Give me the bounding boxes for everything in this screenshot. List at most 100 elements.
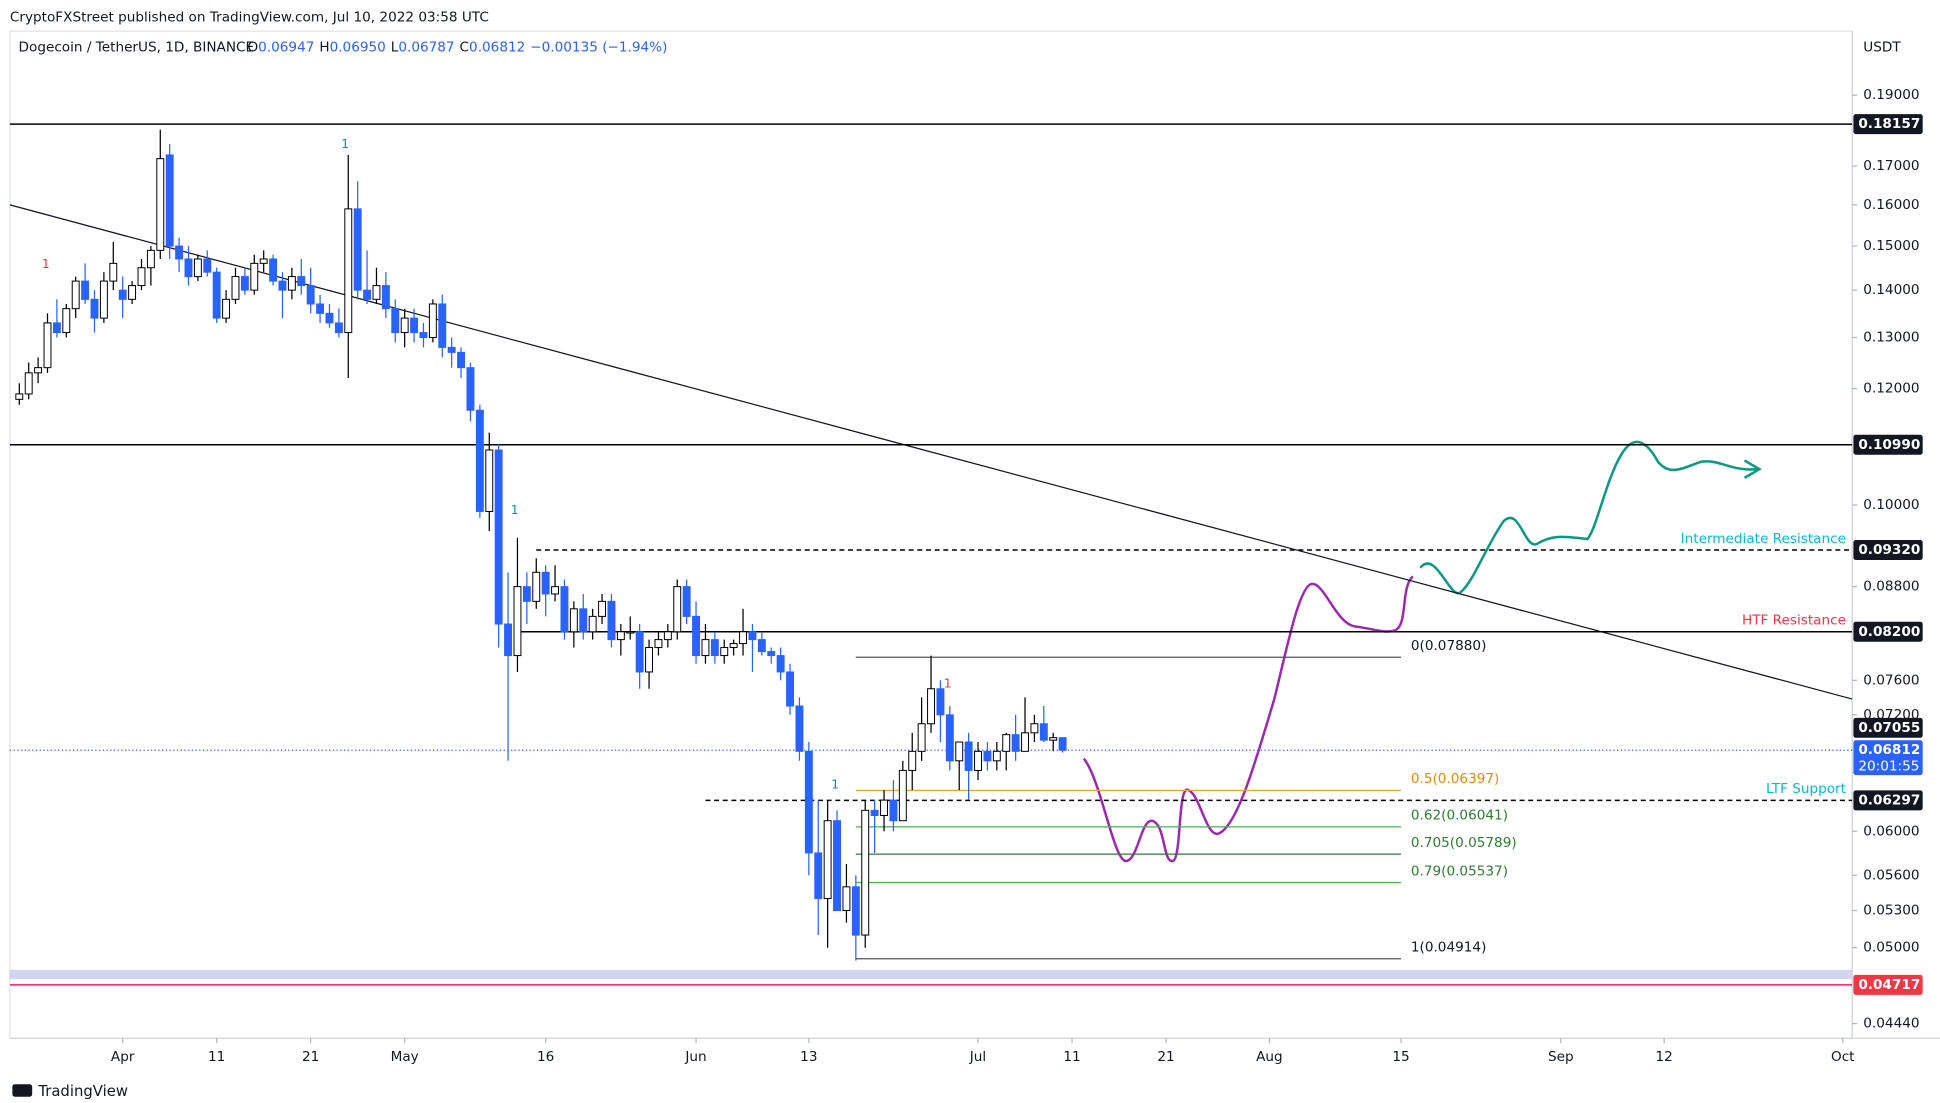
- candle-body: [607, 600, 616, 641]
- candle-body: [786, 671, 794, 707]
- x-tick-label: 13: [800, 1049, 817, 1065]
- y-tick-label: 0.17000: [1863, 158, 1919, 174]
- candle-body: [297, 276, 306, 287]
- candle-body: [447, 346, 456, 353]
- y-tick-label: 0.05000: [1863, 940, 1919, 956]
- x-tick-label: 21: [302, 1049, 319, 1065]
- candle-body: [757, 639, 766, 653]
- legend-value: 0.06947: [258, 39, 314, 55]
- candle-body: [109, 262, 118, 282]
- candle-body: [269, 258, 278, 282]
- candle-body: [118, 289, 127, 300]
- y-tick-label: 0.06000: [1863, 823, 1919, 839]
- fib-label: 0.79(0.05537): [1411, 863, 1508, 879]
- x-tick-label: 11: [208, 1049, 225, 1065]
- candle-body: [90, 298, 99, 319]
- candle-body: [203, 258, 212, 273]
- candle-body: [24, 372, 33, 395]
- x-tick-label: Sep: [1548, 1049, 1574, 1065]
- candle-body: [833, 820, 841, 911]
- candle-body: [804, 750, 813, 854]
- x-tick-label: May: [391, 1049, 419, 1065]
- price-badge-label: 0.18157: [1858, 116, 1920, 132]
- candle-body: [569, 608, 578, 633]
- candle-body: [560, 586, 569, 633]
- price-badge: [1853, 621, 1923, 642]
- candle-body: [654, 639, 663, 649]
- level-text: HTF Resistance: [1742, 613, 1846, 629]
- candle-body: [1011, 734, 1020, 752]
- fib-label: 0(0.07880): [1411, 638, 1487, 654]
- price-badge: [1853, 434, 1923, 455]
- candle-body: [616, 631, 625, 641]
- x-tick-label: Aug: [1256, 1049, 1283, 1065]
- candle-body: [287, 276, 296, 291]
- y-tick-label: 0.05300: [1863, 902, 1919, 918]
- candle-body: [814, 852, 823, 900]
- price-badge: [1853, 974, 1923, 995]
- legend-label: H: [319, 39, 329, 55]
- candle-body: [485, 449, 494, 512]
- candle-body: [1049, 737, 1058, 741]
- footer: TradingView: [37, 1082, 128, 1100]
- price-badge-label: 0.10990: [1858, 437, 1920, 453]
- candle-body: [908, 750, 917, 771]
- candle-body: [43, 322, 52, 369]
- price-badge-label: 0.04717: [1858, 977, 1920, 993]
- footer-logo: TradingView: [12, 1082, 128, 1100]
- candle-body: [504, 623, 513, 657]
- fib-label: 0.5(0.06397): [1411, 771, 1499, 787]
- symbol: Dogecoin / TetherUS, 1D, BINANCE: [19, 39, 255, 55]
- candle-body: [748, 631, 757, 641]
- candle-body: [795, 705, 804, 752]
- x-tick-label: 12: [1656, 1049, 1673, 1065]
- candle-body: [231, 276, 240, 300]
- candle-body: [250, 262, 259, 291]
- current-price-badge-label: 0.06812: [1858, 742, 1920, 758]
- candle-body: [663, 631, 672, 641]
- projection-path-bullish: [1419, 440, 1758, 595]
- td-marker: 1: [42, 256, 50, 271]
- candle-body: [898, 769, 907, 822]
- y-tick-label: 0.04440: [1863, 1016, 1919, 1032]
- x-tick-label: 11: [1063, 1049, 1080, 1065]
- candle-body: [1039, 723, 1048, 741]
- candle-body: [494, 449, 503, 625]
- candle-body: [334, 322, 343, 334]
- candle-body: [278, 280, 287, 291]
- candle-body: [776, 655, 785, 673]
- candle-body: [645, 647, 654, 673]
- y-tick-label: 0.07600: [1863, 672, 1919, 688]
- candle-body: [240, 276, 249, 291]
- price-badge-label: 0.08200: [1858, 624, 1920, 640]
- candle-body: [146, 249, 155, 269]
- y-tick-label: 0.10000: [1863, 497, 1919, 513]
- x-tick-label: Jun: [684, 1049, 706, 1065]
- candle-body: [626, 631, 635, 634]
- projection-path-bearish: [1082, 575, 1414, 863]
- legend: Dogecoin / TetherUS, 1D, BINANCEO0.06947…: [19, 39, 668, 55]
- candle-body: [851, 886, 860, 936]
- candle-body: [588, 615, 597, 633]
- price-badge: [1853, 114, 1923, 135]
- candle-body: [927, 688, 935, 725]
- y-tick-label: 0.08800: [1863, 579, 1919, 595]
- y-tick-label: 0.19000: [1863, 87, 1919, 103]
- candle-body: [316, 303, 325, 314]
- candle-body: [363, 289, 372, 300]
- candle-body: [579, 608, 588, 633]
- candle-body: [936, 688, 945, 716]
- candle-body: [861, 809, 870, 936]
- candle-body: [917, 723, 926, 752]
- legend-label: O: [247, 39, 258, 55]
- candle-body: [52, 322, 61, 334]
- y-tick-label: 0.12000: [1863, 381, 1919, 397]
- candle-body: [438, 303, 447, 348]
- td-marker: 1: [511, 502, 519, 517]
- td-marker: 1: [944, 675, 952, 690]
- candle-body: [522, 586, 531, 602]
- current-price-badge: [1853, 740, 1923, 776]
- candle-body: [1058, 737, 1067, 751]
- current-price-badge-countdown: 20:01:55: [1858, 758, 1919, 774]
